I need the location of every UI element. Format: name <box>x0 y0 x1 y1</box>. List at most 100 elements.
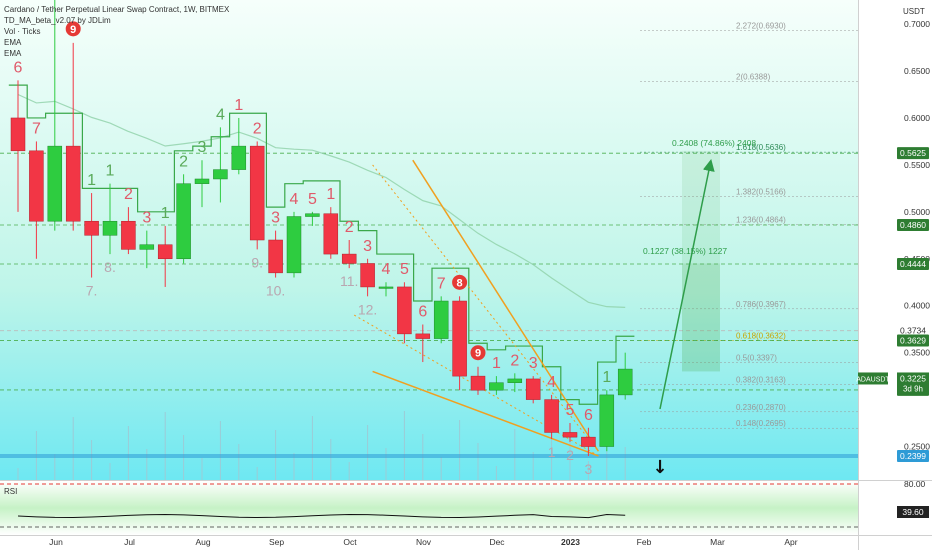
price-badge-text: 0.4444 <box>900 259 926 269</box>
candle-body[interactable] <box>29 150 44 222</box>
indicator-td-ma[interactable]: TD_MA_beta_v2.07 by JDLim <box>4 16 111 25</box>
fib-label: 0.5(0.3397) <box>736 353 777 362</box>
y-tick-label: 0.5500 <box>904 160 930 170</box>
td-count-number: 5 <box>400 261 409 278</box>
candle-body[interactable] <box>268 239 283 274</box>
td-count-number: 7 <box>437 275 446 292</box>
candle-body[interactable] <box>415 333 431 339</box>
td-count-number: 1 <box>161 205 170 222</box>
candle-body[interactable] <box>157 244 173 260</box>
volume-bar <box>385 448 387 480</box>
candle-body[interactable] <box>84 220 99 236</box>
td-count-number: 2 <box>345 219 354 236</box>
td-count-number: 4 <box>382 261 391 278</box>
td-setup-count: 10. <box>266 283 285 299</box>
candle-body[interactable] <box>544 399 559 433</box>
rsi-line[interactable] <box>17 514 626 519</box>
current-price-badge[interactable] <box>897 372 929 395</box>
td-count-number: 6 <box>418 303 427 320</box>
td-setup-count: 9. <box>251 254 263 270</box>
volume-bar <box>311 416 313 480</box>
wedge-lower-line[interactable] <box>372 370 599 457</box>
volume-bar <box>569 438 571 480</box>
td-count-number: 3 <box>271 210 280 227</box>
price-badge[interactable] <box>897 258 929 271</box>
candle-body[interactable] <box>139 244 155 250</box>
candle-body[interactable] <box>562 432 578 438</box>
candle-body[interactable] <box>286 216 302 274</box>
candle-body[interactable] <box>378 286 394 289</box>
td-count-number: 1 <box>87 172 96 189</box>
y-tick-label: 0.7000 <box>904 19 930 29</box>
candle-body[interactable] <box>452 300 467 377</box>
x-tick-label: Jul <box>124 537 135 547</box>
wedge-upper-line[interactable] <box>412 159 600 452</box>
candle-body[interactable] <box>176 183 191 260</box>
symbol-badge-text: ADAUSDT <box>856 376 890 383</box>
price-badge[interactable] <box>897 218 929 231</box>
td-count-number: 1 <box>234 97 243 114</box>
rsi-pane-background <box>0 481 858 535</box>
candle-body[interactable] <box>525 378 541 400</box>
target-zone[interactable] <box>682 150 720 372</box>
indicator-ema-1[interactable]: EMA <box>4 38 22 47</box>
candle-body[interactable] <box>581 436 596 447</box>
volume-bar <box>440 457 442 480</box>
target-zone-inner[interactable] <box>682 263 720 372</box>
price-badge[interactable] <box>897 334 929 347</box>
candle-body[interactable] <box>10 117 26 152</box>
fib-label: 0.786(0.3967) <box>736 300 786 309</box>
volume-bar <box>367 425 369 480</box>
symbol-badge[interactable] <box>858 372 888 385</box>
price-badge-text: 0.3734 <box>900 326 926 336</box>
x-tick-label: Mar <box>710 537 725 547</box>
candle-body[interactable] <box>102 220 118 236</box>
candle-body[interactable] <box>433 300 449 339</box>
y-tick-label: 0.4000 <box>904 301 930 311</box>
candle-body[interactable] <box>360 263 375 288</box>
price-badge[interactable] <box>897 324 929 337</box>
x-tick-label: Oct <box>343 537 357 547</box>
candle-body[interactable] <box>249 145 265 241</box>
projection-arrow[interactable] <box>659 159 715 410</box>
td-count-number: 7 <box>32 120 41 137</box>
target-label: 0.1227 (38.15%) 1227 <box>643 246 727 256</box>
candle-body[interactable] <box>305 213 320 217</box>
candle-body[interactable] <box>65 145 81 222</box>
candle-body[interactable] <box>213 169 228 180</box>
volume-bar <box>127 426 129 480</box>
indicator-volume[interactable]: Vol · Ticks <box>4 27 41 36</box>
volume-bar <box>606 424 608 480</box>
candle-body[interactable] <box>231 145 247 170</box>
fib-label: 0.382(0.3163) <box>736 375 786 384</box>
candle-body[interactable] <box>599 394 615 447</box>
volume-bar <box>54 454 56 480</box>
price-badge[interactable] <box>897 450 929 463</box>
candle-body[interactable] <box>341 253 357 264</box>
x-tick-label: Jun <box>49 537 63 547</box>
candle-body[interactable] <box>507 378 523 383</box>
wedge-mid-line[interactable] <box>372 164 599 452</box>
td-ma-step-line[interactable] <box>8 84 635 405</box>
candle-body[interactable] <box>47 145 63 222</box>
candle-body[interactable] <box>470 375 486 391</box>
down-arrow-icon: ↓ <box>652 457 667 478</box>
chart-title[interactable]: Cardano / Tether Perpetual Linear Swap C… <box>4 5 230 14</box>
candle-body[interactable] <box>121 220 136 250</box>
price-badge[interactable] <box>897 147 929 160</box>
indicator-ema-2[interactable]: EMA <box>4 49 22 58</box>
candle-body[interactable] <box>323 213 339 255</box>
volume-bar <box>201 458 203 480</box>
volume-bar <box>477 443 479 480</box>
candle-body[interactable] <box>397 286 412 335</box>
td-setup-count: 12. <box>358 301 377 317</box>
td-count-number: 2 <box>510 352 519 369</box>
td-count-number: 5 <box>308 191 317 208</box>
candle-body[interactable] <box>617 368 633 396</box>
rsi-value-badge[interactable] <box>897 506 929 518</box>
ema-line[interactable] <box>17 93 626 308</box>
y-tick-label: 0.5000 <box>904 207 930 217</box>
candle-body[interactable] <box>489 382 504 391</box>
candle-body[interactable] <box>194 178 210 184</box>
